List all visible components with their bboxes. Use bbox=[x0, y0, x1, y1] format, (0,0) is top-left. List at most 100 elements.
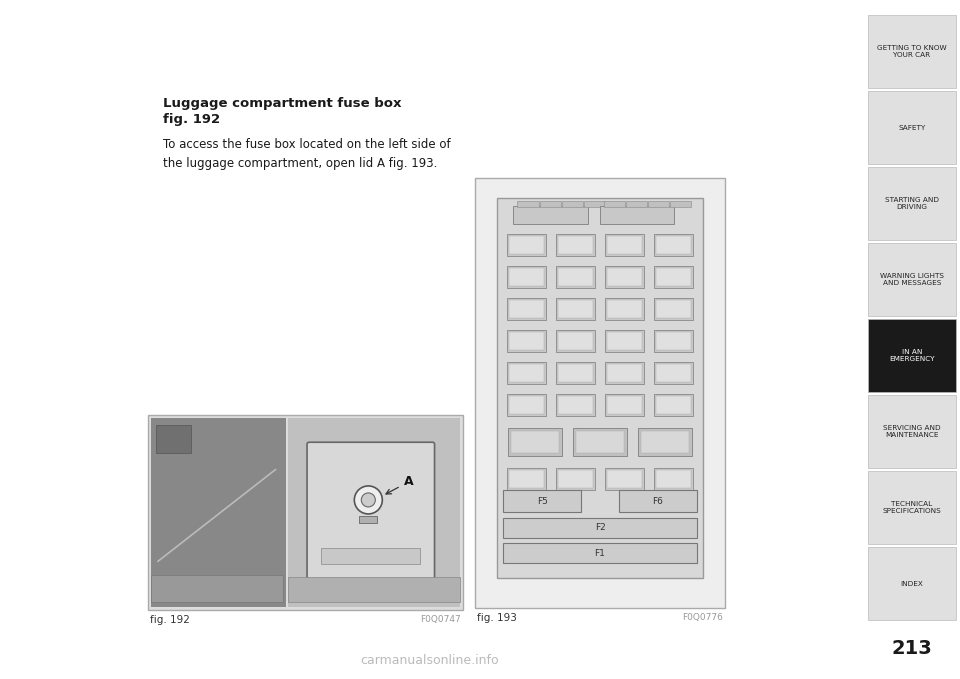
Bar bbox=[654, 468, 693, 490]
Bar bbox=[509, 236, 544, 254]
Bar bbox=[605, 468, 644, 490]
Bar bbox=[475, 178, 725, 608]
Bar bbox=[584, 201, 605, 207]
Bar bbox=[605, 298, 644, 320]
Bar bbox=[605, 362, 644, 384]
Bar bbox=[656, 236, 691, 254]
Text: GETTING TO KNOW
YOUR CAR: GETTING TO KNOW YOUR CAR bbox=[877, 45, 947, 58]
Bar bbox=[654, 266, 693, 288]
Bar bbox=[868, 243, 956, 316]
Text: F6: F6 bbox=[653, 496, 663, 505]
Bar bbox=[607, 470, 642, 488]
Bar bbox=[151, 575, 283, 602]
Text: SAFETY: SAFETY bbox=[899, 124, 925, 130]
Text: F5: F5 bbox=[537, 496, 547, 505]
Bar bbox=[868, 547, 956, 620]
Bar bbox=[540, 201, 561, 207]
Bar bbox=[656, 268, 691, 286]
Bar bbox=[558, 364, 593, 382]
Bar bbox=[507, 234, 546, 256]
Bar bbox=[556, 298, 595, 320]
Bar bbox=[619, 490, 697, 512]
Bar bbox=[507, 298, 546, 320]
Bar bbox=[656, 364, 691, 382]
Bar bbox=[514, 206, 588, 224]
Bar bbox=[604, 201, 625, 207]
Text: SERVICING AND
MAINTENANCE: SERVICING AND MAINTENANCE bbox=[883, 425, 941, 438]
Bar bbox=[558, 236, 593, 254]
Bar bbox=[607, 300, 642, 318]
Bar bbox=[654, 362, 693, 384]
Bar bbox=[605, 394, 644, 416]
Bar bbox=[600, 206, 674, 224]
Bar bbox=[868, 471, 956, 544]
Bar bbox=[648, 201, 669, 207]
Bar bbox=[868, 395, 956, 468]
Text: WARNING LIGHTS
AND MESSAGES: WARNING LIGHTS AND MESSAGES bbox=[880, 273, 944, 286]
Bar bbox=[656, 470, 691, 488]
Bar bbox=[654, 298, 693, 320]
Bar bbox=[558, 268, 593, 286]
Bar bbox=[641, 431, 688, 453]
Bar bbox=[509, 364, 544, 382]
Bar bbox=[868, 167, 956, 240]
Bar bbox=[509, 396, 544, 414]
Bar bbox=[509, 268, 544, 286]
Bar bbox=[656, 332, 691, 350]
Text: STARTING AND
DRIVING: STARTING AND DRIVING bbox=[885, 197, 939, 210]
Text: INDEX: INDEX bbox=[900, 581, 924, 587]
Bar bbox=[503, 543, 697, 563]
Bar bbox=[654, 330, 693, 352]
Text: To access the fuse box located on the left side of
the luggage compartment, open: To access the fuse box located on the le… bbox=[163, 138, 450, 170]
Bar bbox=[607, 364, 642, 382]
Bar bbox=[638, 428, 691, 456]
Text: 213: 213 bbox=[892, 638, 932, 657]
Bar bbox=[626, 201, 647, 207]
Bar bbox=[156, 425, 191, 453]
Bar bbox=[148, 415, 463, 610]
Bar bbox=[558, 300, 593, 318]
Bar bbox=[562, 201, 583, 207]
Bar bbox=[556, 362, 595, 384]
Bar bbox=[497, 198, 703, 578]
Text: IN AN
EMERGENCY: IN AN EMERGENCY bbox=[889, 349, 935, 362]
Bar bbox=[507, 266, 546, 288]
Bar bbox=[558, 470, 593, 488]
Bar bbox=[656, 300, 691, 318]
Bar bbox=[558, 396, 593, 414]
Bar bbox=[507, 330, 546, 352]
Bar bbox=[322, 548, 420, 564]
Text: fig. 192: fig. 192 bbox=[163, 113, 220, 126]
Bar bbox=[556, 266, 595, 288]
Bar bbox=[607, 268, 642, 286]
Text: A: A bbox=[386, 475, 413, 494]
Bar bbox=[607, 236, 642, 254]
Text: fig. 192: fig. 192 bbox=[150, 615, 190, 625]
Bar bbox=[288, 418, 460, 607]
FancyBboxPatch shape bbox=[307, 442, 435, 579]
Bar bbox=[503, 518, 697, 538]
Bar bbox=[607, 396, 642, 414]
Circle shape bbox=[354, 486, 382, 514]
Bar bbox=[556, 234, 595, 256]
Text: fig. 193: fig. 193 bbox=[477, 613, 516, 623]
Bar bbox=[576, 431, 624, 453]
Bar bbox=[558, 332, 593, 350]
Bar bbox=[509, 332, 544, 350]
Text: Luggage compartment fuse box: Luggage compartment fuse box bbox=[163, 97, 401, 110]
Bar bbox=[359, 516, 377, 523]
Bar bbox=[503, 490, 581, 512]
Bar bbox=[517, 201, 539, 207]
Bar bbox=[509, 470, 544, 488]
Bar bbox=[654, 234, 693, 256]
Bar bbox=[605, 330, 644, 352]
Bar bbox=[868, 319, 956, 392]
Text: carmanualsonline.info: carmanualsonline.info bbox=[361, 653, 499, 667]
Bar bbox=[654, 394, 693, 416]
Bar bbox=[670, 201, 691, 207]
Circle shape bbox=[361, 493, 375, 507]
Text: F0Q0747: F0Q0747 bbox=[420, 615, 461, 624]
Bar bbox=[607, 332, 642, 350]
Bar bbox=[868, 15, 956, 88]
Bar bbox=[509, 428, 562, 456]
